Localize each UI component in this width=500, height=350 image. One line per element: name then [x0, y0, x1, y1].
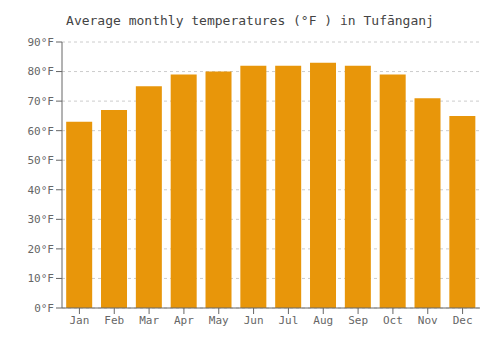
svg-text:80°F: 80°F	[28, 65, 55, 78]
svg-text:Mar: Mar	[139, 314, 159, 327]
svg-text:Aug: Aug	[313, 314, 333, 327]
svg-text:Jul: Jul	[278, 314, 298, 327]
svg-text:Oct: Oct	[383, 314, 403, 327]
svg-text:Jun: Jun	[244, 314, 264, 327]
svg-text:May: May	[209, 314, 229, 327]
svg-text:0°F: 0°F	[34, 302, 54, 315]
svg-text:70°F: 70°F	[28, 95, 55, 108]
svg-text:20°F: 20°F	[28, 243, 55, 256]
svg-text:Sep: Sep	[348, 314, 368, 327]
svg-text:Nov: Nov	[418, 314, 438, 327]
html-text:Average monthly temperatures (: Average monthly temperatures (°F ) in Tu…	[66, 13, 434, 28]
svg-text:Jan: Jan	[69, 314, 89, 327]
svg-text:30°F: 30°F	[28, 213, 55, 226]
svg-text:60°F: 60°F	[28, 125, 55, 138]
svg-text:90°F: 90°F	[28, 36, 55, 49]
svg-text:Apr: Apr	[174, 314, 194, 327]
svg-text:40°F: 40°F	[28, 184, 55, 197]
svg-text:Dec: Dec	[453, 314, 473, 327]
svg-text:10°F: 10°F	[28, 272, 55, 285]
svg-text:Feb: Feb	[104, 314, 124, 327]
svg-text:50°F: 50°F	[28, 154, 55, 167]
